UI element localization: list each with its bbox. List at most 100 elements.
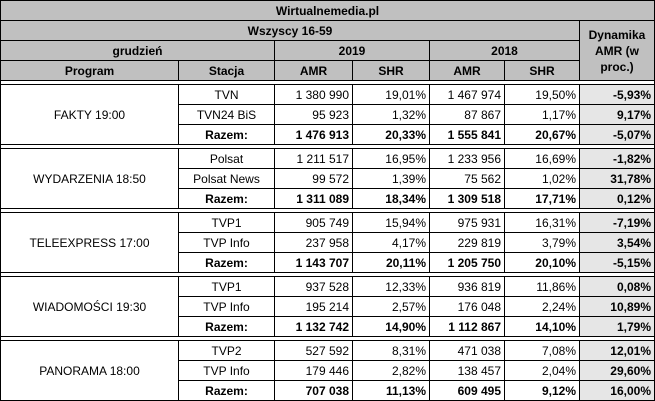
shr-2019-value: 1,39% bbox=[352, 168, 430, 189]
program-name: FAKTY 19:00 bbox=[0, 84, 179, 145]
table-row: TVP Info 179 446 2,82% 138 457 2,04% 29,60% bbox=[1, 360, 655, 381]
station-name: Polsat News bbox=[178, 168, 275, 189]
dynamics-value: 29,60% bbox=[579, 360, 655, 381]
dynamics-value: -7,19% bbox=[579, 212, 655, 233]
shr-2019-value: 16,95% bbox=[352, 148, 430, 169]
dynamics-value: -1,82% bbox=[579, 148, 655, 169]
shr-2019-value: 1,32% bbox=[352, 104, 430, 125]
shr-2019-value: 4,17% bbox=[352, 232, 430, 253]
amr-2019-column-header: AMR bbox=[274, 60, 353, 81]
shr-2018-value: 16,31% bbox=[504, 212, 580, 233]
shr-2018-column-header: SHR bbox=[504, 60, 580, 81]
dynamics-value: 0,12% bbox=[579, 188, 655, 209]
amr-2019-value: 195 214 bbox=[274, 296, 353, 317]
shr-2019-column-header: SHR bbox=[352, 60, 430, 81]
dynamics-header: Dynamika AMR (w proc.) bbox=[579, 20, 655, 81]
station-column-header: Stacja bbox=[178, 60, 275, 81]
shr-2019-value: 19,01% bbox=[352, 84, 430, 105]
amr-2019-value: 1 476 913 bbox=[274, 124, 353, 145]
year-2018-header: 2018 bbox=[429, 40, 580, 61]
dynamics-value: 16,00% bbox=[579, 380, 655, 401]
amr-2019-value: 1 380 990 bbox=[274, 84, 353, 105]
program-column-header: Program bbox=[0, 60, 179, 81]
amr-2019-value: 527 592 bbox=[274, 340, 353, 361]
program-name: WYDARZENIA 18:50 bbox=[0, 148, 179, 209]
site-title: Wirtualnemedia.pl bbox=[0, 0, 655, 21]
dynamics-value: 3,54% bbox=[579, 232, 655, 253]
shr-2018-value: 3,79% bbox=[504, 232, 580, 253]
amr-2018-value: 1 555 841 bbox=[429, 124, 505, 145]
station-name: Razem: bbox=[178, 124, 275, 145]
dynamics-value: 31,78% bbox=[579, 168, 655, 189]
table-row: TVP Info 195 214 2,57% 176 048 2,24% 10,89% bbox=[1, 296, 655, 317]
amr-2018-value: 1 205 750 bbox=[429, 252, 505, 273]
shr-2019-value: 2,57% bbox=[352, 296, 430, 317]
shr-2019-value: 11,13% bbox=[352, 380, 430, 401]
table-row: Razem: 707 038 11,13% 609 495 9,12% 16,00% bbox=[1, 380, 655, 401]
year-2019-header: 2019 bbox=[274, 40, 430, 61]
station-name: Razem: bbox=[178, 380, 275, 401]
shr-2018-value: 19,50% bbox=[504, 84, 580, 105]
dynamics-value: 10,89% bbox=[579, 296, 655, 317]
station-name: Razem: bbox=[178, 316, 275, 337]
station-name: TVP Info bbox=[178, 232, 275, 253]
dynamics-value: 1,79% bbox=[579, 316, 655, 337]
table-row: TVN24 BiS 95 923 1,32% 87 867 1,17% 9,17% bbox=[1, 104, 655, 125]
dynamics-value: 0,08% bbox=[579, 276, 655, 297]
shr-2019-value: 14,90% bbox=[352, 316, 430, 337]
shr-2018-value: 7,08% bbox=[504, 340, 580, 361]
station-name: TVP Info bbox=[178, 296, 275, 317]
amr-2019-value: 937 528 bbox=[274, 276, 353, 297]
shr-2019-value: 20,11% bbox=[352, 252, 430, 273]
dynamics-value: -5,07% bbox=[579, 124, 655, 145]
station-name: Polsat bbox=[178, 148, 275, 169]
amr-2019-value: 99 572 bbox=[274, 168, 353, 189]
amr-2018-value: 176 048 bbox=[429, 296, 505, 317]
station-name: TVN bbox=[178, 84, 275, 105]
amr-2018-value: 1 467 974 bbox=[429, 84, 505, 105]
shr-2018-value: 9,12% bbox=[504, 380, 580, 401]
station-name: TVP Info bbox=[178, 360, 275, 381]
amr-2018-column-header: AMR bbox=[429, 60, 505, 81]
shr-2018-value: 20,10% bbox=[504, 252, 580, 273]
amr-2018-value: 1 309 518 bbox=[429, 188, 505, 209]
amr-2019-value: 905 749 bbox=[274, 212, 353, 233]
amr-2018-value: 1 233 956 bbox=[429, 148, 505, 169]
program-name: PANORAMA 18:00 bbox=[0, 340, 179, 401]
amr-2019-value: 1 311 089 bbox=[274, 188, 353, 209]
table-row: Polsat News 99 572 1,39% 75 562 1,02% 31,78% bbox=[1, 168, 655, 189]
shr-2019-value: 12,33% bbox=[352, 276, 430, 297]
amr-2018-value: 138 457 bbox=[429, 360, 505, 381]
shr-2019-value: 18,34% bbox=[352, 188, 430, 209]
amr-2018-value: 75 562 bbox=[429, 168, 505, 189]
amr-2018-value: 229 819 bbox=[429, 232, 505, 253]
amr-2018-value: 609 495 bbox=[429, 380, 505, 401]
shr-2019-value: 20,33% bbox=[352, 124, 430, 145]
amr-2019-value: 95 923 bbox=[274, 104, 353, 125]
table-row: WYDARZENIA 18:50 Polsat 1 211 517 16,95% 1 2… bbox=[0, 148, 655, 209]
table-row: TELEEXPRESS 17:00 TVP1 905 749 15,94% 975 93… bbox=[0, 212, 655, 273]
table-row: WIADOMOŚCI 19:30 TVP1 937 528 12,33% 936 819… bbox=[0, 276, 655, 337]
amr-2019-value: 1 211 517 bbox=[274, 148, 353, 169]
shr-2018-value: 11,86% bbox=[504, 276, 580, 297]
program-name: TELEEXPRESS 17:00 bbox=[0, 212, 179, 273]
dynamics-value: 12,01% bbox=[579, 340, 655, 361]
shr-2018-value: 2,24% bbox=[504, 296, 580, 317]
dynamics-value: 9,17% bbox=[579, 104, 655, 125]
shr-2018-value: 17,71% bbox=[504, 188, 580, 209]
dynamics-value: -5,15% bbox=[579, 252, 655, 273]
amr-2018-value: 471 038 bbox=[429, 340, 505, 361]
station-name: TVN24 BiS bbox=[178, 104, 275, 125]
table-row: Razem: 1 476 913 20,33% 1 555 841 20,67% -5,0… bbox=[1, 124, 655, 145]
amr-2019-value: 1 143 707 bbox=[274, 252, 353, 273]
amr-2018-value: 975 931 bbox=[429, 212, 505, 233]
shr-2018-value: 14,10% bbox=[504, 316, 580, 337]
period-label: grudzień bbox=[0, 40, 275, 61]
amr-2019-value: 237 958 bbox=[274, 232, 353, 253]
table-row: FAKTY 19:00 TVN 1 380 990 19,01% 1 467 974 19… bbox=[0, 84, 655, 145]
audience-group: Wszyscy 16-59 bbox=[0, 20, 580, 41]
shr-2018-value: 16,69% bbox=[504, 148, 580, 169]
station-name: TVP2 bbox=[178, 340, 275, 361]
shr-2018-value: 2,04% bbox=[504, 360, 580, 381]
station-name: TVP1 bbox=[178, 212, 275, 233]
